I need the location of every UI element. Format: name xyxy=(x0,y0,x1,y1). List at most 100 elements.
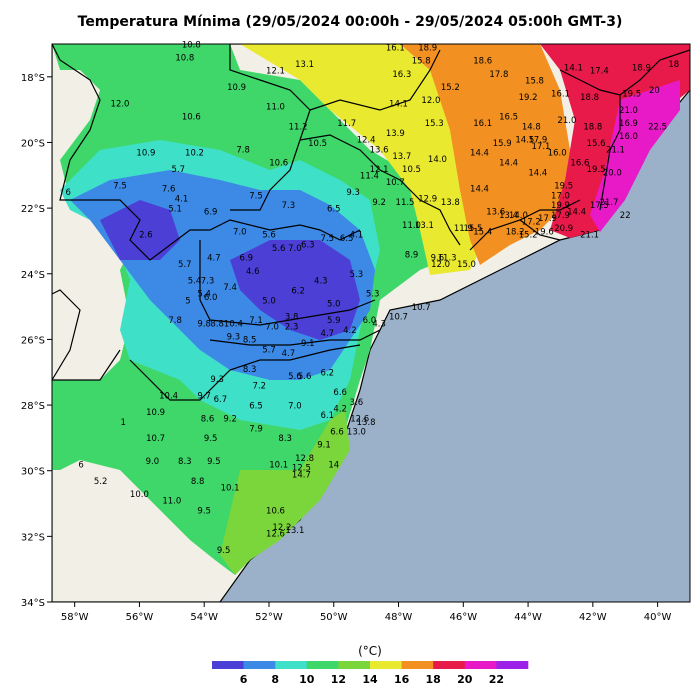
lat-tick-label: 26°S xyxy=(21,335,45,346)
station-value: 3.8 xyxy=(285,313,299,323)
station-value: 10.6 xyxy=(266,506,285,516)
station-value: 14.5 xyxy=(515,136,534,146)
station-value: 4.3 xyxy=(314,277,328,287)
station-value: 10.9 xyxy=(136,149,155,159)
station-value: 12.2 xyxy=(272,523,291,533)
band-yellow xyxy=(240,44,480,275)
station-value: 6.5 xyxy=(249,401,263,411)
station-value: 13.8 xyxy=(441,198,460,208)
station-value: 7.8 xyxy=(168,316,182,326)
station-value: 5.6 xyxy=(288,372,302,382)
station-value: 14.1 xyxy=(389,99,408,109)
station-value: 13.6 xyxy=(370,145,389,155)
station-value: 18.9 xyxy=(632,63,651,73)
lat-tick-label: 28°S xyxy=(21,401,45,412)
station-value: 7.5 xyxy=(321,234,335,244)
station-value: 11.4 xyxy=(360,172,379,182)
station-value: 11.3 xyxy=(438,254,457,264)
station-value: 11.7 xyxy=(337,119,356,129)
station-value: 10.4 xyxy=(224,319,243,329)
station-value: 9.1 xyxy=(301,339,315,349)
station-value: 10.7 xyxy=(389,313,408,323)
station-value: 12.8 xyxy=(295,454,314,464)
station-value: 20.0 xyxy=(603,168,622,178)
station-value: 14.7 xyxy=(292,470,311,480)
station-value: 12.5 xyxy=(292,464,311,474)
station-value: 16.0 xyxy=(619,132,638,142)
lon-tick-label: 42°W xyxy=(579,612,607,623)
station-value: 14.4 xyxy=(470,185,489,195)
station-value: 2.6 xyxy=(139,231,153,241)
station-value: 17.5 xyxy=(590,201,609,211)
station-value: 6.0 xyxy=(204,293,218,303)
station-value: 3.6 xyxy=(350,398,364,408)
station-value: 20 xyxy=(649,86,660,96)
station-value: 14.0 xyxy=(428,155,447,165)
legend-tick-label: 18 xyxy=(426,673,441,686)
station-value: 11.2 xyxy=(289,122,308,132)
station-value: 15.8 xyxy=(412,57,431,67)
station-value: 4.7 xyxy=(321,329,335,339)
station-value: 8.3 xyxy=(278,434,292,444)
station-value: 10.2 xyxy=(185,149,204,159)
station-value: 8.3 xyxy=(243,365,257,375)
station-value: 22 xyxy=(620,211,631,221)
station-value: 19.5 xyxy=(554,181,573,191)
station-value: 10.7 xyxy=(386,178,405,188)
station-value: 11.0 xyxy=(162,497,181,507)
station-value: 5.7 xyxy=(178,260,192,270)
station-value: 12.6 xyxy=(266,529,285,539)
band-lightgreen-rs xyxy=(220,410,350,575)
station-value: 15.3 xyxy=(425,119,444,129)
station-value: 4.6 xyxy=(246,267,260,277)
station-value: 11.0 xyxy=(402,221,421,231)
station-value: 6.6 xyxy=(330,428,344,438)
station-value: 5.6 xyxy=(298,372,312,382)
map-title: Temperatura Mínima (29/05/2024 00:00h - … xyxy=(77,14,623,30)
station-value: 6 xyxy=(65,188,70,198)
station-value: 5.4 xyxy=(188,277,202,287)
station-value: 10.4 xyxy=(159,392,178,402)
station-value: 4.7 xyxy=(282,349,296,359)
station-value: 12.6 xyxy=(350,415,369,425)
station-value: 7.0 xyxy=(288,401,302,411)
station-value: 5.6 xyxy=(272,244,286,254)
plot-frame xyxy=(51,43,691,603)
legend-tick-label: 16 xyxy=(394,673,410,686)
legend-swatch xyxy=(338,661,371,669)
station-value: 15.5 xyxy=(464,224,483,234)
station-value: 16.6 xyxy=(570,158,589,168)
station-value: 5.3 xyxy=(366,290,380,300)
station-value: 4.7 xyxy=(207,254,221,264)
lon-tick-label: 48°W xyxy=(385,612,413,623)
station-value: 17.4 xyxy=(590,67,609,77)
station-value: 10.9 xyxy=(146,408,165,418)
station-value: 6.5 xyxy=(327,204,341,214)
station-value: 9.5 xyxy=(204,434,218,444)
station-value: 10.6 xyxy=(269,158,288,168)
station-value: 9.7 xyxy=(197,392,211,402)
station-value: 10.6 xyxy=(182,113,201,123)
station-value: 19.5 xyxy=(587,165,606,175)
station-value: 5.0 xyxy=(262,296,276,306)
station-value: 7.8 xyxy=(236,145,250,155)
legend-colorbar: 6 8 10 12 14 16 18 20 22 xyxy=(212,661,529,686)
station-value: 18.2 xyxy=(506,227,525,237)
lon-tick-label: 50°W xyxy=(320,612,348,623)
station-value: 4.1 xyxy=(175,195,189,205)
band-orange xyxy=(400,44,570,265)
station-value: 17.1 xyxy=(532,142,551,152)
station-value: 9.2 xyxy=(223,415,237,425)
lat-tick-label: 34°S xyxy=(21,598,45,609)
legend-tick-label: 22 xyxy=(489,673,504,686)
station-value: 12.0 xyxy=(421,96,440,106)
legend-swatch xyxy=(401,661,434,669)
station-value: 17.9 xyxy=(528,136,547,146)
band-purple xyxy=(100,200,180,260)
station-value: 8.6 xyxy=(201,415,215,425)
station-value: 21.1 xyxy=(580,231,599,241)
station-value: 12.1 xyxy=(266,67,285,77)
lon-tick-label: 52°W xyxy=(255,612,283,623)
station-value: 6.6 xyxy=(333,388,347,398)
